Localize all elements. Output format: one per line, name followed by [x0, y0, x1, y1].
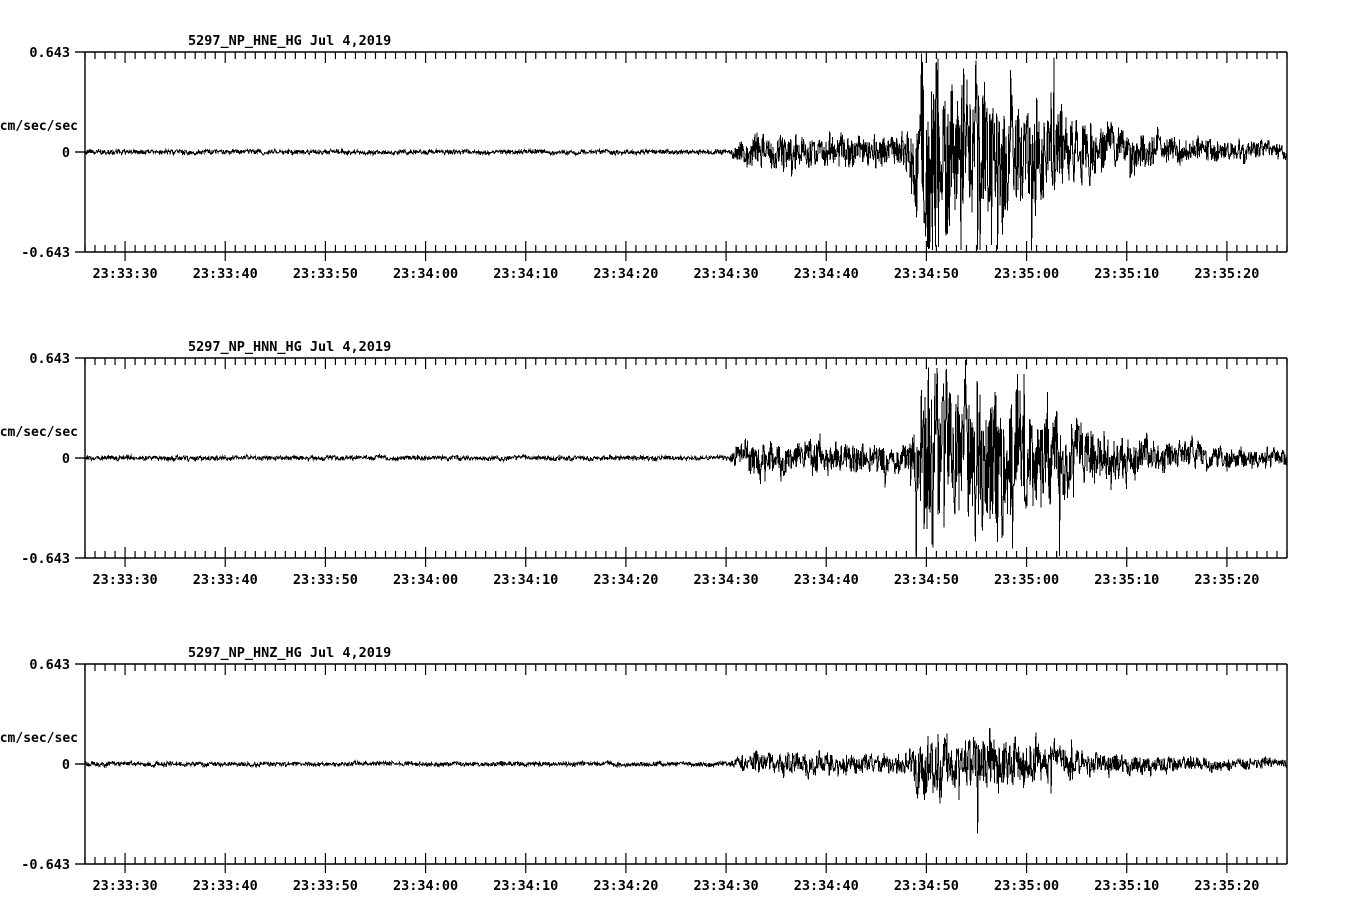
x-tick-label: 23:34:30 — [694, 572, 759, 588]
waveform-trace — [85, 359, 1287, 557]
x-tick-label: 23:33:50 — [293, 572, 358, 588]
panel-canvas: 5297_NP_HNZ_HG Jul 4,2019 0.643 0 -0.643 cm/… — [0, 645, 1288, 894]
y-axis-units-label: cm/sec/sec — [0, 425, 78, 440]
y-axis-ticks — [75, 663, 85, 865]
x-tick-label: 23:33:50 — [293, 878, 358, 894]
y-tick-label-max: 0.643 — [29, 657, 70, 673]
y-tick-label-max: 0.643 — [29, 351, 70, 367]
x-tick-label: 23:34:20 — [593, 572, 658, 588]
x-tick-label: 23:34:00 — [393, 572, 458, 588]
x-tick-label: 23:34:50 — [894, 878, 959, 894]
x-tick-label: 23:33:50 — [293, 266, 358, 282]
x-tick-label: 23:35:20 — [1194, 878, 1259, 894]
y-axis-units-label: cm/sec/sec — [0, 731, 78, 746]
x-tick-label: 23:35:20 — [1194, 266, 1259, 282]
x-tick-label: 23:34:00 — [393, 878, 458, 894]
x-tick-label: 23:34:30 — [694, 878, 759, 894]
y-tick-label-min: -0.643 — [21, 857, 70, 873]
x-tick-label: 23:35:00 — [994, 572, 1059, 588]
x-tick-label: 23:34:10 — [493, 572, 558, 588]
x-tick-label: 23:34:50 — [894, 572, 959, 588]
waveform-trace — [85, 727, 1287, 834]
x-tick-label: 23:34:10 — [493, 878, 558, 894]
y-axis-ticks — [75, 357, 85, 559]
y-tick-label-zero: 0 — [62, 757, 70, 773]
panel-title: 5297_NP_HNE_HG Jul 4,2019 — [188, 33, 391, 49]
x-tick-label: 23:35:10 — [1094, 572, 1159, 588]
x-tick-label: 23:35:00 — [994, 878, 1059, 894]
panel-canvas: 5297_NP_HNN_HG Jul 4,2019 0.643 0 -0.643 cm/… — [0, 339, 1288, 588]
y-tick-label-max: 0.643 — [29, 45, 70, 61]
x-tick-label: 23:33:40 — [193, 572, 258, 588]
panel-title: 5297_NP_HNZ_HG Jul 4,2019 — [188, 645, 391, 661]
x-tick-label: 23:34:20 — [593, 878, 658, 894]
x-axis-ticks — [84, 52, 1288, 261]
x-tick-label: 23:34:10 — [493, 266, 558, 282]
x-tick-label: 23:35:10 — [1094, 266, 1159, 282]
x-tick-label: 23:35:00 — [994, 266, 1059, 282]
y-axis-units-label: cm/sec/sec — [0, 119, 78, 134]
x-tick-label: 23:34:20 — [593, 266, 658, 282]
x-axis-ticks — [84, 664, 1288, 873]
x-tick-label: 23:34:40 — [794, 266, 859, 282]
x-tick-label: 23:34:50 — [894, 266, 959, 282]
x-tick-label: 23:33:40 — [193, 266, 258, 282]
panel-title: 5297_NP_HNN_HG Jul 4,2019 — [188, 339, 391, 355]
seismogram-panel-hne: 5297_NP_HNE_HG Jul 4,2019 0.643 0 -0.643 cm/… — [0, 20, 1358, 286]
panel-canvas: 5297_NP_HNE_HG Jul 4,2019 0.643 0 -0.643 cm/… — [0, 33, 1288, 282]
y-tick-label-min: -0.643 — [21, 551, 70, 567]
x-axis-ticks — [84, 358, 1288, 567]
y-tick-label-zero: 0 — [62, 145, 70, 161]
x-tick-label: 23:34:40 — [794, 878, 859, 894]
x-tick-label: 23:33:30 — [93, 266, 158, 282]
x-tick-label: 23:35:10 — [1094, 878, 1159, 894]
x-tick-label: 23:33:30 — [93, 572, 158, 588]
x-tick-label: 23:34:40 — [794, 572, 859, 588]
y-axis-ticks — [75, 51, 85, 253]
x-tick-label: 23:33:30 — [93, 878, 158, 894]
x-tick-label: 23:33:40 — [193, 878, 258, 894]
x-tick-label: 23:34:30 — [694, 266, 759, 282]
y-tick-label-min: -0.643 — [21, 245, 70, 261]
plot-frame — [84, 51, 1288, 253]
y-tick-label-zero: 0 — [62, 451, 70, 467]
seismogram-panel-hnz: 5297_NP_HNZ_HG Jul 4,2019 0.643 0 -0.643 cm/… — [0, 632, 1358, 898]
seismogram-panel-hnn: 5297_NP_HNN_HG Jul 4,2019 0.643 0 -0.643 cm/… — [0, 326, 1358, 592]
x-tick-label: 23:34:00 — [393, 266, 458, 282]
x-tick-label: 23:35:20 — [1194, 572, 1259, 588]
waveform-trace — [85, 53, 1287, 251]
